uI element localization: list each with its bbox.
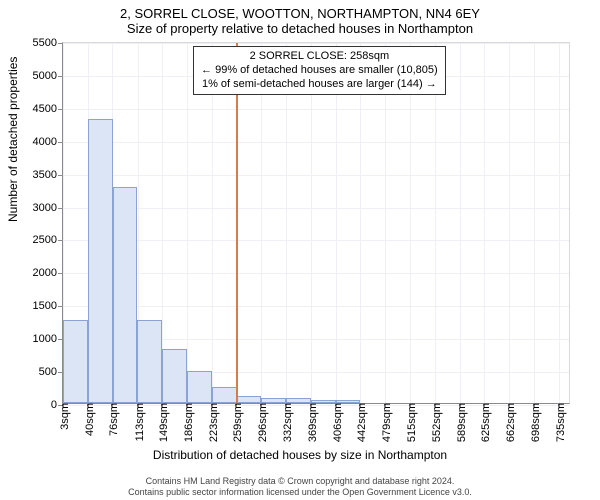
- x-tick-label: 296sqm: [253, 403, 269, 442]
- gridline-horizontal: [63, 109, 569, 110]
- x-tick-label: 552sqm: [427, 403, 443, 442]
- gridline-vertical: [311, 43, 312, 403]
- x-tick-label: 259sqm: [228, 403, 244, 442]
- gridline-vertical: [534, 43, 535, 403]
- plot-area: 0500100015002000250030003500400045005000…: [62, 42, 570, 404]
- y-tick-label: 3000: [33, 202, 63, 214]
- gridline-vertical: [360, 43, 361, 403]
- x-tick-label: 735sqm: [551, 403, 567, 442]
- y-tick-label: 2000: [33, 267, 63, 279]
- gridline-vertical: [261, 43, 262, 403]
- y-tick-label: 4000: [33, 136, 63, 148]
- chart-title-main: 2, SORREL CLOSE, WOOTTON, NORTHAMPTON, N…: [0, 0, 600, 21]
- y-tick-label: 1000: [33, 333, 63, 345]
- gridline-vertical: [460, 43, 461, 403]
- y-tick-label: 5500: [33, 37, 63, 49]
- histogram-bar: [162, 349, 187, 403]
- footer-attribution: Contains HM Land Registry data © Crown c…: [0, 476, 600, 499]
- gridline-vertical: [509, 43, 510, 403]
- x-tick-label: 223sqm: [204, 403, 220, 442]
- x-tick-label: 442sqm: [352, 403, 368, 442]
- histogram-bar: [63, 320, 88, 403]
- gridline-vertical: [286, 43, 287, 403]
- histogram-bar: [137, 320, 162, 403]
- gridline-vertical: [385, 43, 386, 403]
- gridline-vertical: [336, 43, 337, 403]
- x-tick-label: 662sqm: [501, 403, 517, 442]
- histogram-bar: [88, 119, 113, 403]
- gridline-horizontal: [63, 273, 569, 274]
- gridline-vertical: [410, 43, 411, 403]
- gridline-vertical: [559, 43, 560, 403]
- chart-title-sub: Size of property relative to detached ho…: [0, 21, 600, 38]
- footer-line-1: Contains HM Land Registry data © Crown c…: [0, 476, 600, 487]
- info-box-line: 1% of semi-detached houses are larger (1…: [201, 78, 438, 92]
- histogram-bar: [286, 398, 311, 403]
- x-tick-label: 589sqm: [452, 403, 468, 442]
- x-tick-label: 332sqm: [278, 403, 294, 442]
- gridline-horizontal: [63, 240, 569, 241]
- gridline-vertical: [484, 43, 485, 403]
- y-tick-label: 500: [39, 366, 63, 378]
- y-axis-label: Number of detached properties: [6, 57, 20, 222]
- x-tick-label: 369sqm: [303, 403, 319, 442]
- histogram-bar: [113, 187, 138, 403]
- gridline-vertical: [212, 43, 213, 403]
- x-tick-label: 113sqm: [130, 403, 146, 441]
- x-tick-label: 3sqm: [55, 403, 71, 430]
- y-tick-label: 1500: [33, 300, 63, 312]
- gridline-vertical: [435, 43, 436, 403]
- info-box: 2 SORREL CLOSE: 258sqm← 99% of detached …: [193, 46, 446, 95]
- y-tick-label: 2500: [33, 234, 63, 246]
- x-tick-label: 625sqm: [476, 403, 492, 442]
- histogram-bar: [261, 398, 286, 403]
- gridline-horizontal: [63, 43, 569, 44]
- x-tick-label: 186sqm: [179, 403, 195, 442]
- histogram-bar: [212, 387, 237, 403]
- x-tick-label: 406sqm: [328, 403, 344, 442]
- gridline-horizontal: [63, 306, 569, 307]
- x-tick-label: 479sqm: [377, 403, 393, 442]
- gridline-horizontal: [63, 208, 569, 209]
- y-tick-label: 5000: [33, 70, 63, 82]
- gridline-horizontal: [63, 142, 569, 143]
- x-axis-label: Distribution of detached houses by size …: [0, 448, 600, 462]
- footer-line-2: Contains public sector information licen…: [0, 487, 600, 498]
- histogram-bar: [187, 371, 212, 403]
- property-marker-line: [236, 43, 238, 403]
- info-box-line: 2 SORREL CLOSE: 258sqm: [201, 50, 438, 64]
- x-tick-label: 40sqm: [80, 403, 96, 436]
- gridline-horizontal: [63, 175, 569, 176]
- histogram-bar: [311, 400, 336, 403]
- y-tick-label: 4500: [33, 103, 63, 115]
- gridline-vertical: [187, 43, 188, 403]
- histogram-bar: [336, 400, 361, 403]
- x-tick-label: 149sqm: [154, 403, 170, 442]
- info-box-line: ← 99% of detached houses are smaller (10…: [201, 64, 438, 78]
- x-tick-label: 515sqm: [402, 403, 418, 442]
- x-tick-label: 698sqm: [526, 403, 542, 442]
- histogram-bar: [237, 396, 262, 403]
- x-tick-label: 76sqm: [104, 403, 120, 436]
- y-tick-label: 3500: [33, 169, 63, 181]
